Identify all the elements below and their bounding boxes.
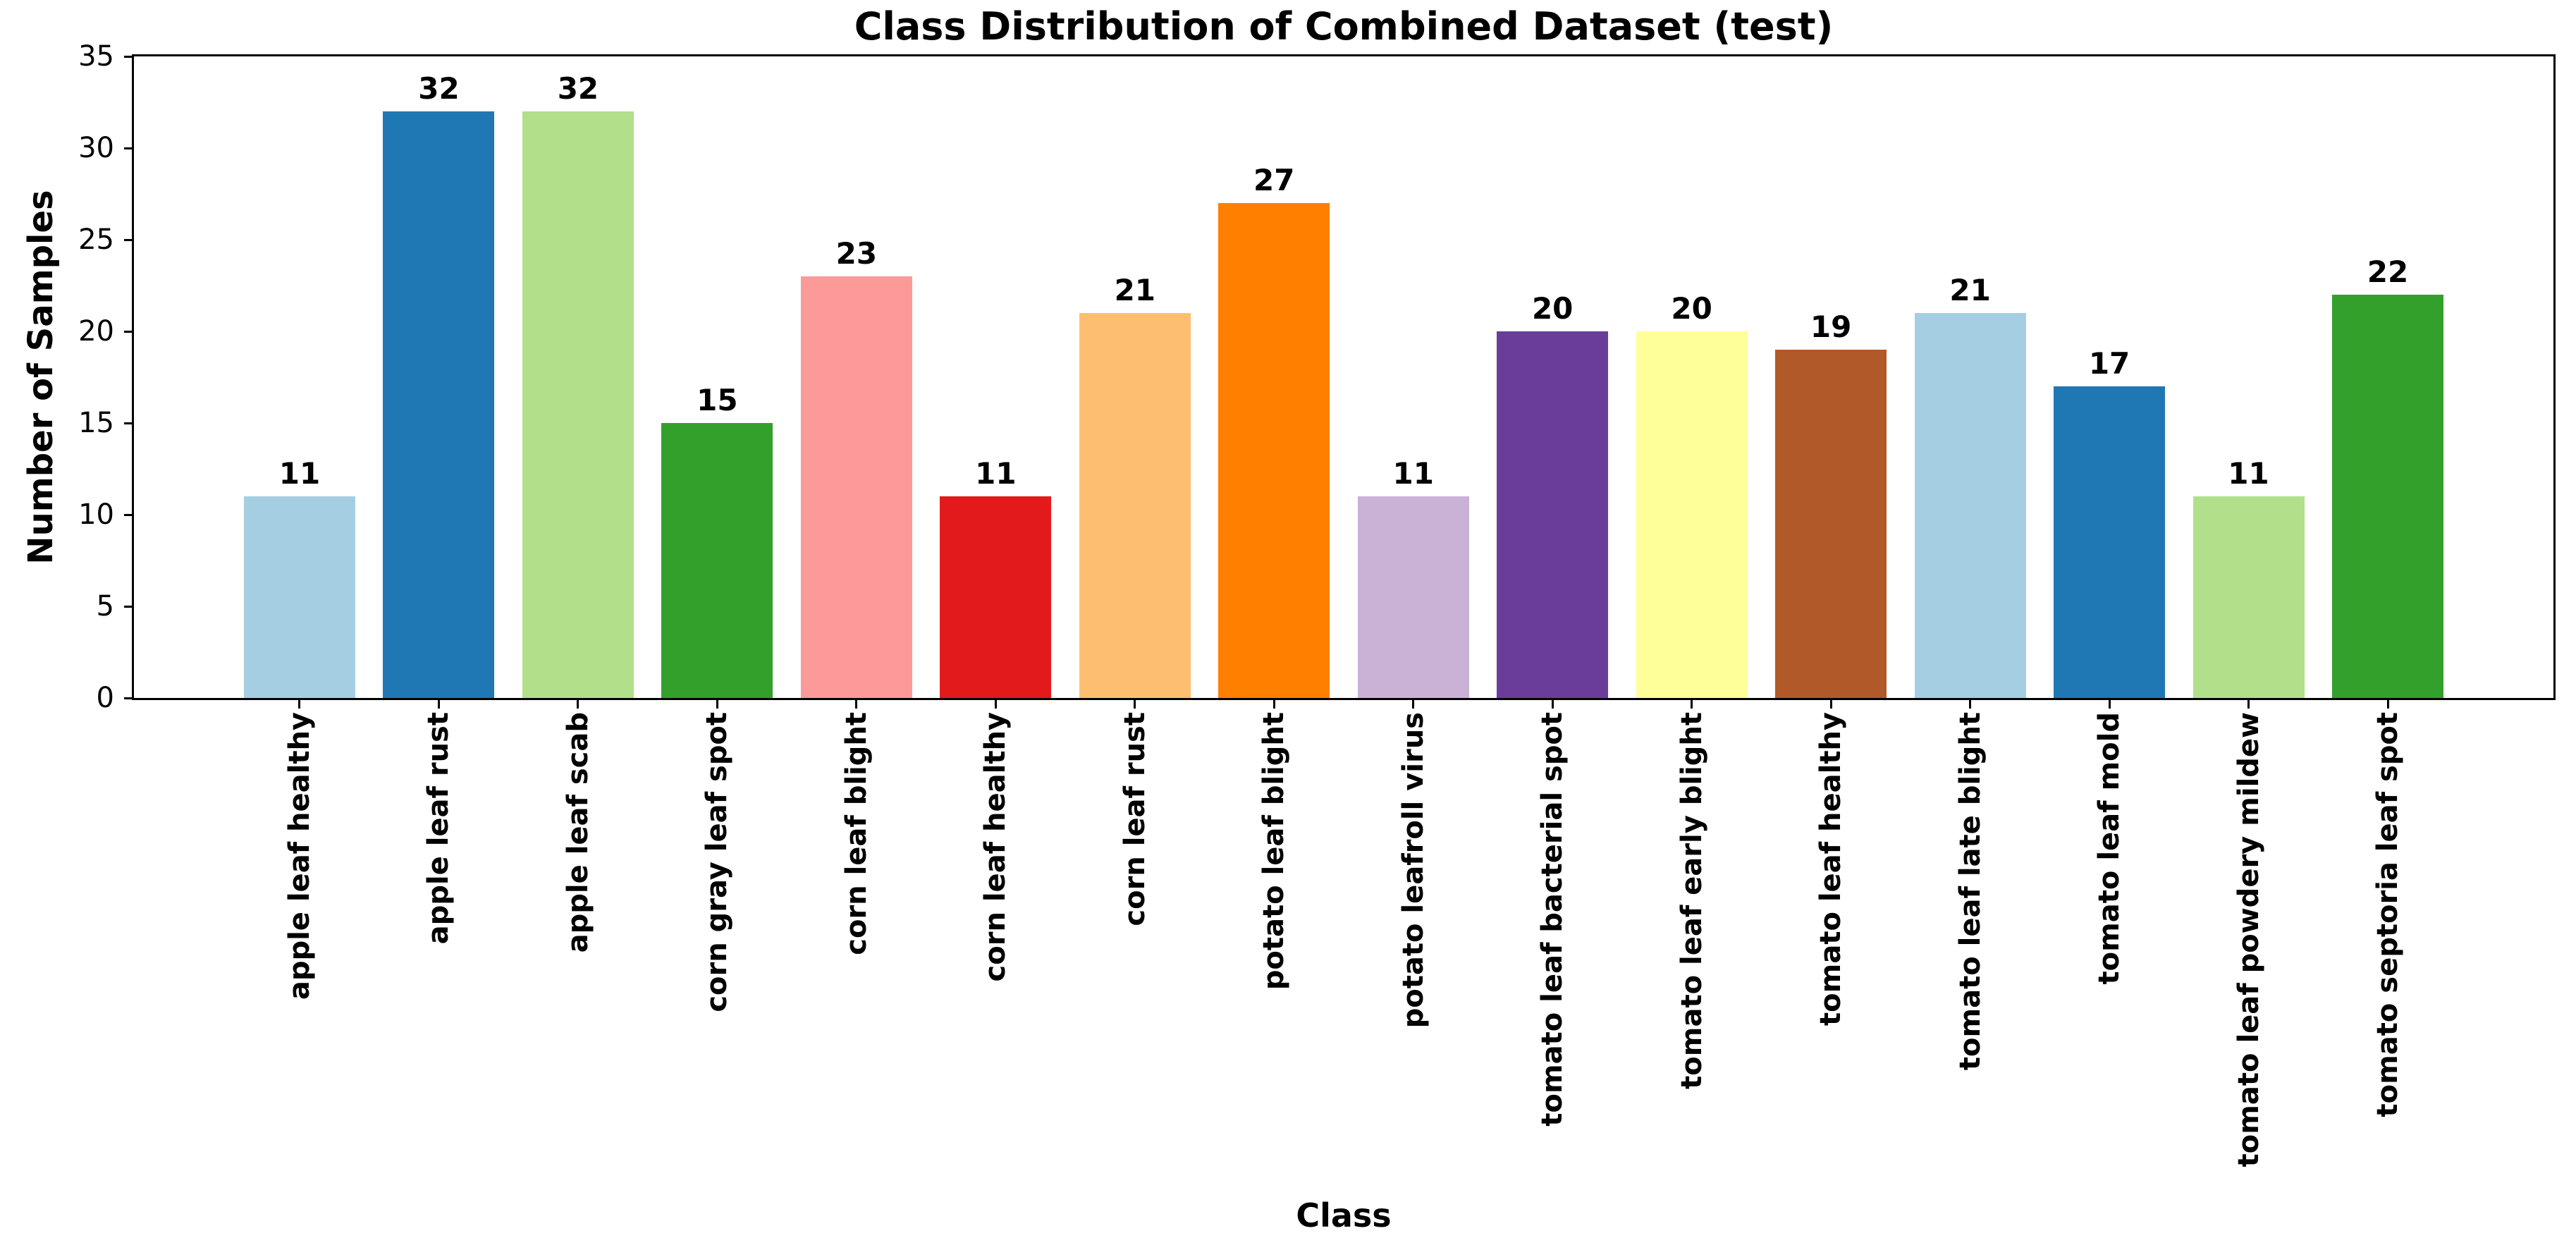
y-tick-label: 30 [78, 132, 114, 164]
x-tick-label: corn leaf blight [840, 712, 873, 955]
x-tick-mark [716, 699, 718, 709]
bar [2054, 386, 2166, 698]
y-tick-label: 0 [96, 682, 114, 714]
bar-value-label: 21 [1949, 273, 1991, 307]
x-tick-label: apple leaf rust [422, 712, 455, 945]
x-tick-mark [1969, 699, 1972, 709]
bar [2332, 295, 2443, 698]
x-tick-label: tomato leaf bacterial spot [1536, 712, 1569, 1127]
y-tick-label: 10 [78, 498, 114, 531]
bar [244, 496, 355, 698]
bar-value-label: 22 [2367, 255, 2409, 289]
x-tick-label: tomato leaf early blight [1675, 712, 1708, 1089]
bar-value-label: 11 [975, 456, 1017, 491]
bar [1497, 331, 1609, 698]
bar-value-label: 11 [1392, 456, 1434, 491]
x-tick-mark [1272, 699, 1275, 709]
bar-value-label: 17 [2088, 346, 2130, 381]
x-tick-label: tomato leaf powdery mildew [2232, 712, 2265, 1168]
x-tick-label: tomato leaf late blight [1954, 712, 1987, 1071]
bar-value-label: 27 [1253, 163, 1295, 197]
x-tick-label: potato leafroll virus [1397, 712, 1430, 1029]
x-tick-label: corn leaf rust [1118, 712, 1151, 926]
y-tick-mark [124, 422, 134, 424]
y-tick-mark [124, 605, 134, 608]
bar [1079, 313, 1191, 698]
x-tick-label: apple leaf scab [561, 712, 594, 953]
x-tick-label: corn gray leaf spot [701, 712, 734, 1012]
bar [661, 423, 773, 698]
x-tick-mark [577, 699, 579, 709]
x-tick-mark [1412, 699, 1415, 709]
y-tick-mark [124, 238, 134, 241]
y-tick-label: 15 [78, 407, 114, 439]
x-tick-mark [1829, 699, 1832, 709]
bar-value-label: 21 [1114, 273, 1156, 307]
bar [383, 111, 495, 698]
bar-value-label: 32 [418, 71, 460, 106]
bar-value-label: 11 [2228, 456, 2269, 491]
bar-value-label: 11 [278, 456, 321, 491]
y-tick-label: 20 [78, 315, 114, 348]
bar-value-label: 15 [697, 383, 738, 417]
bar [940, 496, 1052, 698]
bar [1775, 350, 1887, 698]
x-tick-mark [2108, 699, 2111, 709]
x-tick-mark [1691, 699, 1693, 709]
bar [1357, 496, 1469, 698]
x-tick-label: corn leaf healthy [979, 712, 1012, 982]
x-tick-mark [855, 699, 858, 709]
bar-value-label: 20 [1671, 291, 1712, 326]
x-axis-label: Class [1296, 1196, 1392, 1234]
chart-title: Class Distribution of Combined Dataset (… [854, 4, 1834, 49]
bar [522, 111, 634, 698]
y-tick-label: 25 [78, 223, 114, 256]
x-tick-mark [437, 699, 440, 709]
y-tick-mark [124, 330, 134, 333]
x-tick-label: tomato leaf mold [2093, 712, 2126, 985]
x-tick-label: apple leaf healthy [283, 712, 316, 1000]
x-tick-label: tomato leaf healthy [1815, 712, 1848, 1026]
y-tick-mark [124, 513, 134, 516]
y-tick-mark [124, 55, 134, 58]
x-tick-label: potato leaf blight [1258, 712, 1291, 991]
plot-area [132, 54, 2556, 700]
bar-value-label: 20 [1531, 291, 1574, 326]
bar [800, 276, 912, 698]
x-tick-mark [994, 699, 997, 709]
x-tick-mark [2386, 699, 2389, 709]
x-tick-mark [1551, 699, 1554, 709]
x-tick-mark [298, 699, 301, 709]
y-tick-mark [124, 697, 134, 699]
x-tick-mark [2247, 699, 2250, 709]
bar [2192, 496, 2305, 698]
x-tick-mark [1134, 699, 1136, 709]
bar-value-label: 23 [835, 236, 878, 271]
y-tick-mark [124, 147, 134, 149]
bar-value-label: 19 [1810, 310, 1852, 344]
y-tick-label: 35 [78, 40, 114, 73]
bar [1914, 313, 2026, 698]
x-tick-label: tomato septoria leaf spot [2372, 712, 2404, 1117]
bar-value-label: 32 [557, 71, 599, 106]
y-tick-label: 5 [96, 590, 114, 623]
bar [1218, 203, 1330, 698]
bar [1636, 331, 1748, 698]
